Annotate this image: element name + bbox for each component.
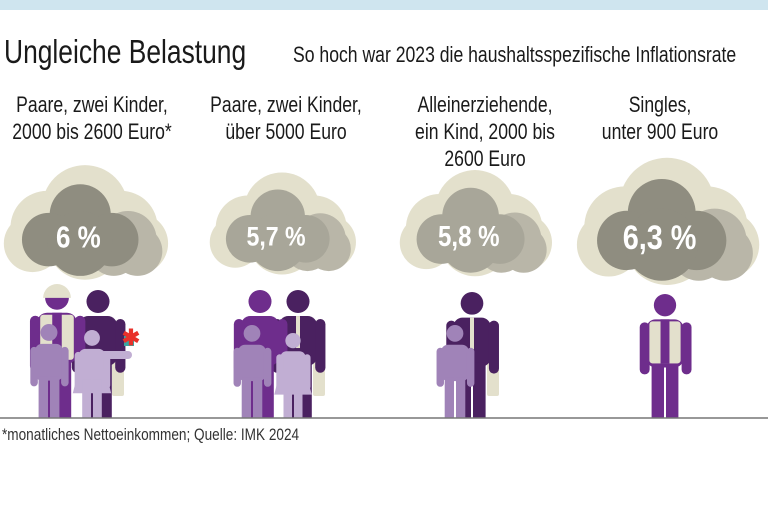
head <box>653 294 677 317</box>
head <box>460 292 484 315</box>
left-leg <box>651 363 664 418</box>
right-arm <box>488 320 499 374</box>
tie <box>470 317 474 350</box>
left-leg <box>241 377 251 418</box>
category-label: Paare, zwei Kinder, 2000 bis 2600 Euro* <box>12 92 172 144</box>
left-arm <box>233 347 241 387</box>
right-arm <box>681 322 692 375</box>
right-arm <box>263 347 272 387</box>
child-icon <box>436 325 475 418</box>
torso <box>441 344 469 382</box>
right-arm <box>115 319 126 373</box>
skirt <box>274 370 312 395</box>
right-leg <box>294 380 303 418</box>
head <box>286 290 310 314</box>
child-girl-icon <box>72 330 112 418</box>
child-girl-icon <box>274 333 312 418</box>
tie <box>296 316 300 349</box>
child-arm <box>100 351 132 359</box>
helmet-icon <box>43 284 71 298</box>
head <box>446 325 464 342</box>
vest-opening <box>660 319 670 364</box>
left-leg <box>82 379 91 418</box>
category-label: Singles, unter 900 Euro <box>601 92 719 144</box>
child-icon <box>30 324 69 418</box>
chart-title: Ungleiche Belastung <box>4 33 247 70</box>
left-arm <box>639 322 650 375</box>
flower-pot <box>124 336 134 346</box>
right-arm <box>315 319 326 373</box>
head <box>84 330 100 346</box>
left-leg <box>444 377 454 418</box>
head <box>243 325 261 342</box>
head <box>285 333 301 349</box>
child-icon <box>233 325 272 418</box>
head <box>40 324 58 341</box>
value-label: 5,7 % <box>246 222 305 252</box>
right-leg <box>253 377 263 418</box>
vest-opening <box>52 312 62 360</box>
right-leg <box>93 379 102 418</box>
cloud-icon: 6 % <box>3 165 169 280</box>
cloud-front-puff <box>625 208 698 281</box>
category-label: Paare, zwei Kinder, über 5000 Euro <box>210 92 362 144</box>
cloud-front-puff <box>47 210 113 276</box>
top-bar <box>0 0 768 10</box>
left-arm <box>436 347 444 387</box>
footnote: *monatliches Nettoeinkommen; Quelle: IMK… <box>2 425 300 444</box>
value-label: 6 % <box>56 220 101 254</box>
skirt <box>72 369 112 394</box>
torso <box>34 343 64 381</box>
right-leg <box>50 376 60 418</box>
category-label: Alleinerziehende, ein Kind, 2000 bis 260… <box>415 92 555 171</box>
value-label: 6,3 % <box>623 219 697 257</box>
right-leg <box>473 362 486 418</box>
flower-icon: ✱ <box>122 325 140 350</box>
right-leg <box>666 363 679 418</box>
right-arm <box>61 346 69 387</box>
single-person-icon <box>639 294 692 418</box>
chart-subtitle: So hoch war 2023 die haushaltsspezifisch… <box>293 42 737 67</box>
cloud-front-puff <box>248 213 307 272</box>
cloud-icon: 6,3 % <box>576 157 760 285</box>
left-arm <box>30 346 38 387</box>
value-label: 5,8 % <box>438 220 500 252</box>
left-leg <box>38 376 48 418</box>
cloud-front-puff <box>440 212 501 273</box>
right-arm <box>466 347 475 387</box>
left-leg <box>283 380 292 418</box>
right-leg <box>456 377 466 418</box>
head <box>86 290 110 314</box>
cloud-icon: 5,7 % <box>209 172 356 275</box>
head <box>248 290 272 314</box>
cloud-icon: 5,8 % <box>399 170 552 277</box>
torso <box>238 344 266 382</box>
